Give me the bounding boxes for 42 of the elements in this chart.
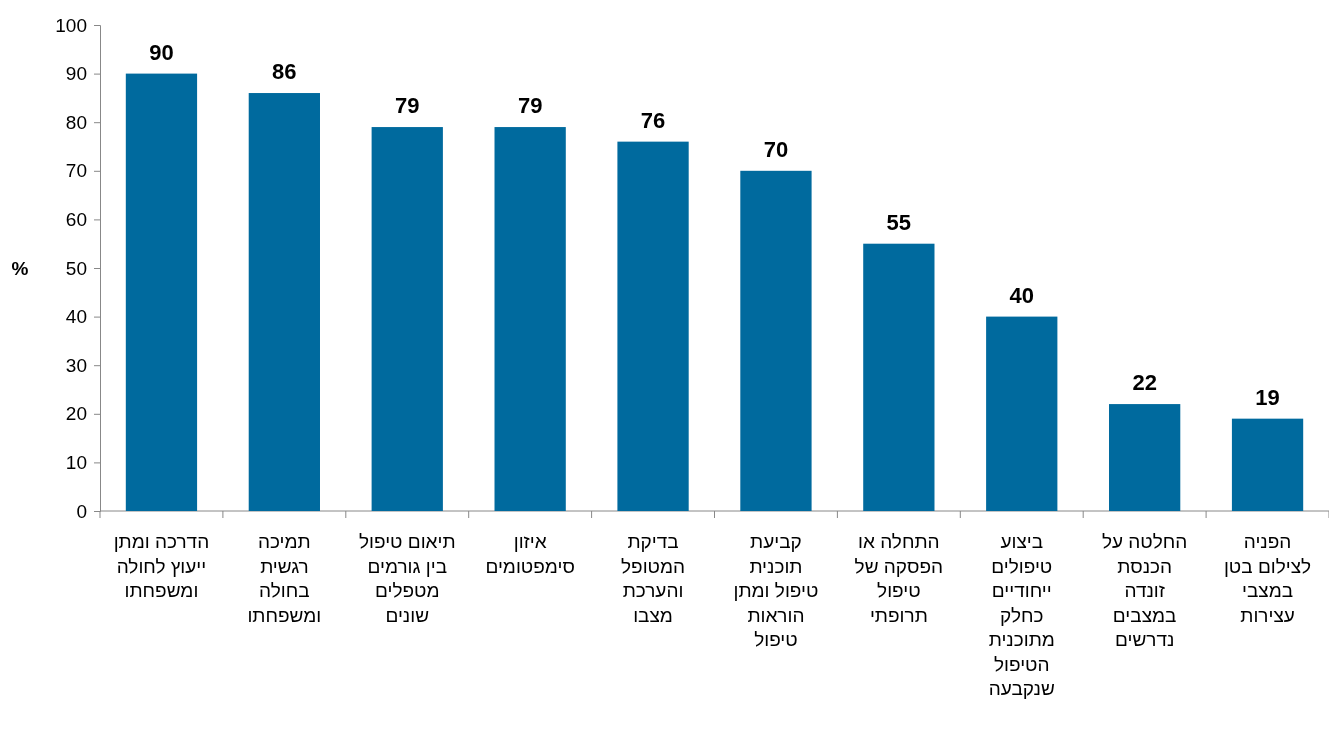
bar xyxy=(1231,418,1304,511)
y-tick-label: 0 xyxy=(76,500,87,522)
data-label: 79 xyxy=(395,93,420,119)
bar xyxy=(248,93,320,511)
y-axis-title: % xyxy=(11,258,29,279)
bar xyxy=(863,243,935,511)
data-label: 70 xyxy=(763,136,789,162)
y-tick-label: 10 xyxy=(65,451,87,473)
bar xyxy=(1109,404,1181,511)
x-tick-label: תמיכה רגשית בחולה ומשפחתו xyxy=(247,531,322,626)
x-tick-label: איזון סימפטומים xyxy=(485,531,575,577)
y-tick-label: 100 xyxy=(55,14,87,36)
y-tick-label: 30 xyxy=(65,354,87,376)
x-tick-label: בדיקת המטופל והערכת מצבו xyxy=(621,531,686,626)
x-tick-label: תיאום טיפול בין גורמים מטפלים שונים xyxy=(358,531,456,626)
data-label: 90 xyxy=(149,39,174,65)
bar xyxy=(617,141,689,511)
data-label: 86 xyxy=(272,59,297,85)
y-tick-label: 60 xyxy=(65,208,87,230)
bar xyxy=(740,170,812,511)
data-label: 76 xyxy=(640,107,666,133)
y-tick-label: 80 xyxy=(65,111,87,133)
y-tick-label: 70 xyxy=(65,160,87,182)
x-tick-label: ביצוע טיפולים ייחודיים כחלק מתוכנית הטיפול שנקבעה xyxy=(988,531,1055,699)
bar xyxy=(986,316,1058,511)
x-tick-label: החלטה על הכנסת זונדה במצבים נדרשים xyxy=(1101,531,1188,650)
x-tick-label: הדרכה ומתן ייעוץ לחולה ומשפחתו xyxy=(113,531,210,601)
data-label: 19 xyxy=(1255,384,1280,410)
x-tick-label: הפניה לצילום בטן במצבי עצירות xyxy=(1223,531,1312,626)
y-tick-label: 40 xyxy=(65,306,87,328)
x-tick-label: קביעת תוכנית טיפול ומתן הוראות טיפול xyxy=(733,531,819,650)
data-label: 22 xyxy=(1132,370,1157,396)
y-tick-label: 20 xyxy=(65,403,87,425)
data-label: 55 xyxy=(886,209,912,235)
data-label: 40 xyxy=(1009,282,1034,308)
y-tick-label: 50 xyxy=(65,257,87,279)
bar xyxy=(494,127,566,511)
bar xyxy=(371,127,443,511)
data-label: 79 xyxy=(517,93,543,119)
bar xyxy=(125,73,198,511)
y-tick-label: 90 xyxy=(65,63,87,85)
x-tick-label: התחלה או הפסקה של טיפול תרופתי xyxy=(854,531,944,626)
